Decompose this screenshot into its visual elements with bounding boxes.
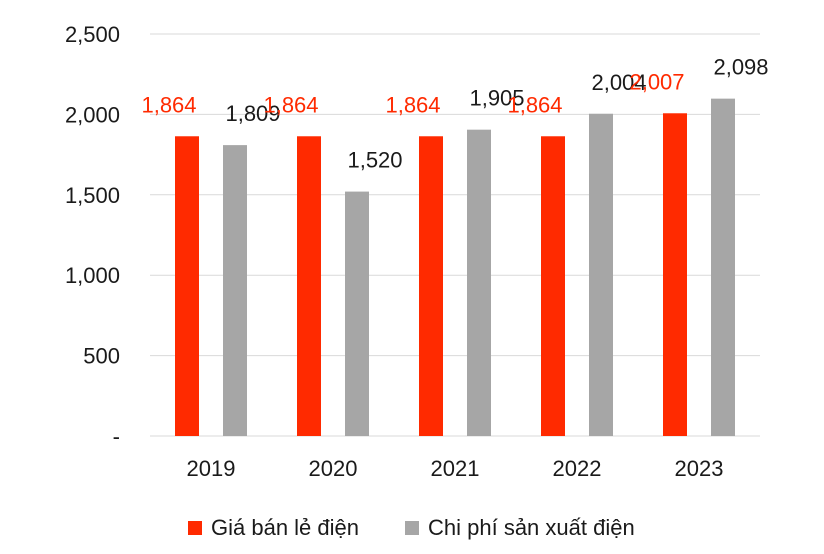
x-category-label: 2019 — [187, 456, 236, 481]
data-label-retail-price-2020: 1,864 — [263, 92, 318, 117]
x-category-label: 2023 — [675, 456, 724, 481]
y-axis-tick-labels: - 500 1,000 1,500 2,000 2,500 — [65, 22, 120, 449]
legend-item-retail-price: Giá bán lẻ điện — [188, 508, 359, 548]
data-label-production-cost-2023: 2,098 — [713, 55, 768, 80]
data-label-production-cost-2020: 1,520 — [347, 148, 402, 173]
bar-production-cost-2023 — [711, 98, 735, 436]
legend-label-production-cost: Chi phí sản xuất điện — [428, 515, 635, 540]
x-category-label: 2022 — [553, 456, 602, 481]
bars — [175, 98, 735, 436]
y-tick-label: 500 — [83, 344, 120, 369]
legend: Giá bán lẻ điện Chi phí sản xuất điện — [0, 508, 824, 548]
gridlines — [150, 33, 760, 437]
y-tick-label: 2,000 — [65, 102, 120, 127]
bar-retail-price-2023 — [663, 113, 687, 436]
legend-label-retail-price: Giá bán lẻ điện — [211, 515, 359, 540]
y-tick-label: - — [113, 424, 120, 449]
data-label-retail-price-2019: 1,864 — [141, 92, 196, 117]
legend-swatch-production-cost — [405, 521, 419, 535]
data-label-production-cost-2019: 1,809 — [225, 101, 280, 126]
bar-production-cost-2019 — [223, 145, 247, 436]
bar-production-cost-2022 — [589, 113, 613, 436]
y-tick-label: 1,000 — [65, 263, 120, 288]
bar-retail-price-2019 — [175, 136, 199, 436]
data-label-retail-price-2023: 2,007 — [629, 69, 684, 94]
legend-swatch-retail-price — [188, 521, 202, 535]
bar-production-cost-2020 — [345, 191, 369, 436]
bar-retail-price-2021 — [419, 136, 443, 436]
x-axis-category-labels: 2019 2020 2021 2022 2023 — [187, 456, 724, 481]
y-tick-label: 2,500 — [65, 22, 120, 47]
bar-production-cost-2021 — [467, 129, 491, 436]
data-label-production-cost-2021: 1,905 — [469, 86, 524, 111]
data-label-production-cost-2022: 2,004 — [591, 70, 646, 95]
data-label-retail-price-2022: 1,864 — [507, 92, 562, 117]
bar-retail-price-2022 — [541, 136, 565, 436]
x-category-label: 2020 — [309, 456, 358, 481]
data-label-retail-price-2021: 1,864 — [385, 92, 440, 117]
bar-retail-price-2020 — [297, 136, 321, 436]
x-category-label: 2021 — [431, 456, 480, 481]
y-tick-label: 1,500 — [65, 183, 120, 208]
legend-item-production-cost: Chi phí sản xuất điện — [405, 508, 635, 548]
